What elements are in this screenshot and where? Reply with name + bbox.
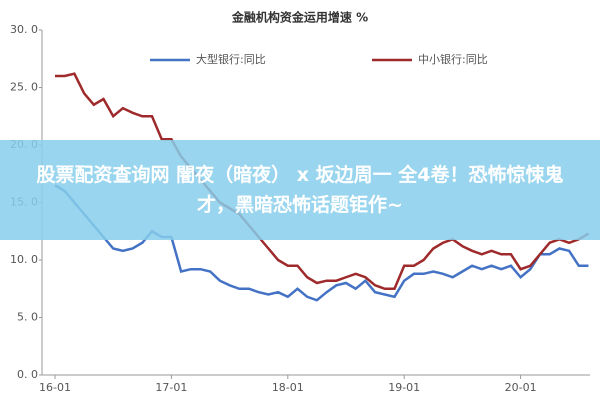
y-tick-label: 0. 0	[17, 368, 38, 381]
x-tick-label: 19-01	[388, 381, 420, 394]
x-tick-label: 18-01	[272, 381, 304, 394]
y-tick-label: 25. 0	[10, 81, 38, 94]
series-line	[55, 72, 590, 290]
y-tick-label: 30. 0	[10, 23, 38, 36]
series-line	[54, 184, 589, 302]
x-tick-label: 20-01	[505, 381, 537, 394]
x-tick-label: 17-01	[155, 381, 187, 394]
y-tick-label: 5. 0	[17, 311, 38, 324]
legend-label: 大型银行:同比	[196, 52, 266, 66]
overlay-banner: 股票配资查询网 闇夜（暗夜） x 坂边周一 全4卷！恐怖惊悚鬼才，黑暗恐怖话题钜…	[0, 140, 600, 240]
y-tick-label: 10. 0	[10, 253, 38, 266]
legend-label: 中小银行:同比	[418, 52, 488, 66]
chart-title: 金融机构资金运用增速 %	[231, 10, 368, 25]
x-tick-label: 16-01	[39, 381, 71, 394]
